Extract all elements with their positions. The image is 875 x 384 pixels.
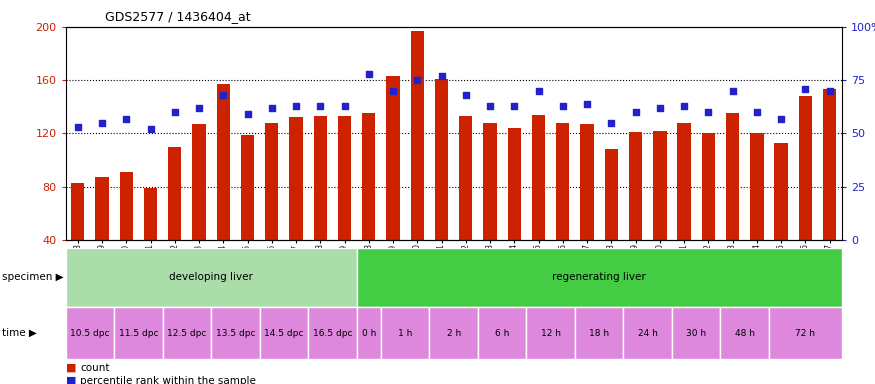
Bar [750, 134, 764, 240]
Point [71, 124, 85, 130]
Bar [507, 128, 521, 240]
Point [725, 88, 739, 94]
Bar [387, 76, 400, 240]
Point [774, 116, 788, 122]
Text: 24 h: 24 h [638, 329, 658, 338]
Bar [726, 113, 739, 240]
Text: 6 h: 6 h [495, 329, 509, 338]
Point [216, 92, 230, 98]
Point [168, 109, 182, 115]
Bar [459, 116, 472, 240]
Text: 11.5 dpc: 11.5 dpc [119, 329, 158, 338]
Bar [168, 147, 181, 240]
Text: ■: ■ [66, 363, 76, 373]
Bar [313, 116, 327, 240]
Point [532, 88, 546, 94]
Bar [823, 89, 836, 240]
Text: ■: ■ [66, 376, 76, 384]
Bar [95, 177, 108, 240]
Bar [120, 172, 133, 240]
Bar [556, 123, 570, 240]
Text: 14.5 dpc: 14.5 dpc [264, 329, 304, 338]
Point [605, 120, 619, 126]
Point [192, 105, 206, 111]
Point [677, 103, 691, 109]
Bar [71, 183, 84, 240]
Point [556, 103, 570, 109]
Point [338, 103, 352, 109]
Bar [290, 118, 303, 240]
Text: GDS2577 / 1436404_at: GDS2577 / 1436404_at [105, 10, 250, 23]
Text: 72 h: 72 h [795, 329, 816, 338]
Bar [241, 135, 255, 240]
Bar [774, 143, 788, 240]
Bar [653, 131, 667, 240]
Bar [532, 115, 545, 240]
Point [628, 109, 642, 115]
Text: regenerating liver: regenerating liver [552, 272, 646, 283]
Point [289, 103, 303, 109]
Point [435, 73, 449, 79]
Text: percentile rank within the sample: percentile rank within the sample [80, 376, 256, 384]
Point [361, 71, 375, 77]
Bar [799, 96, 812, 240]
Point [458, 92, 472, 98]
Point [95, 120, 109, 126]
Bar [217, 84, 230, 240]
Bar [144, 188, 158, 240]
Point [702, 109, 716, 115]
Text: specimen ▶: specimen ▶ [2, 272, 63, 283]
Point [386, 88, 400, 94]
Bar [410, 31, 424, 240]
Bar [192, 124, 206, 240]
Bar [483, 123, 497, 240]
Text: time ▶: time ▶ [2, 328, 37, 338]
Text: 12 h: 12 h [541, 329, 561, 338]
Bar [702, 134, 715, 240]
Point [580, 101, 594, 107]
Point [241, 111, 255, 118]
Point [313, 103, 327, 109]
Point [265, 105, 279, 111]
Text: 0 h: 0 h [361, 329, 376, 338]
Point [822, 88, 836, 94]
Text: 30 h: 30 h [686, 329, 706, 338]
Text: 10.5 dpc: 10.5 dpc [70, 329, 109, 338]
Text: 13.5 dpc: 13.5 dpc [215, 329, 256, 338]
Text: developing liver: developing liver [169, 272, 253, 283]
Point [410, 77, 424, 83]
Bar [265, 123, 278, 240]
Bar [580, 124, 594, 240]
Bar [338, 116, 351, 240]
Point [798, 86, 812, 92]
Bar [629, 132, 642, 240]
Point [483, 103, 497, 109]
Text: 2 h: 2 h [446, 329, 461, 338]
Text: 18 h: 18 h [589, 329, 609, 338]
Text: count: count [80, 363, 110, 373]
Point [144, 126, 158, 132]
Bar [435, 79, 448, 240]
Text: 12.5 dpc: 12.5 dpc [167, 329, 206, 338]
Text: 16.5 dpc: 16.5 dpc [312, 329, 352, 338]
Bar [362, 113, 375, 240]
Text: 48 h: 48 h [735, 329, 755, 338]
Point [653, 105, 667, 111]
Point [507, 103, 522, 109]
Bar [605, 149, 618, 240]
Point [119, 116, 133, 122]
Point [750, 109, 764, 115]
Text: 1 h: 1 h [398, 329, 412, 338]
Bar [677, 123, 690, 240]
